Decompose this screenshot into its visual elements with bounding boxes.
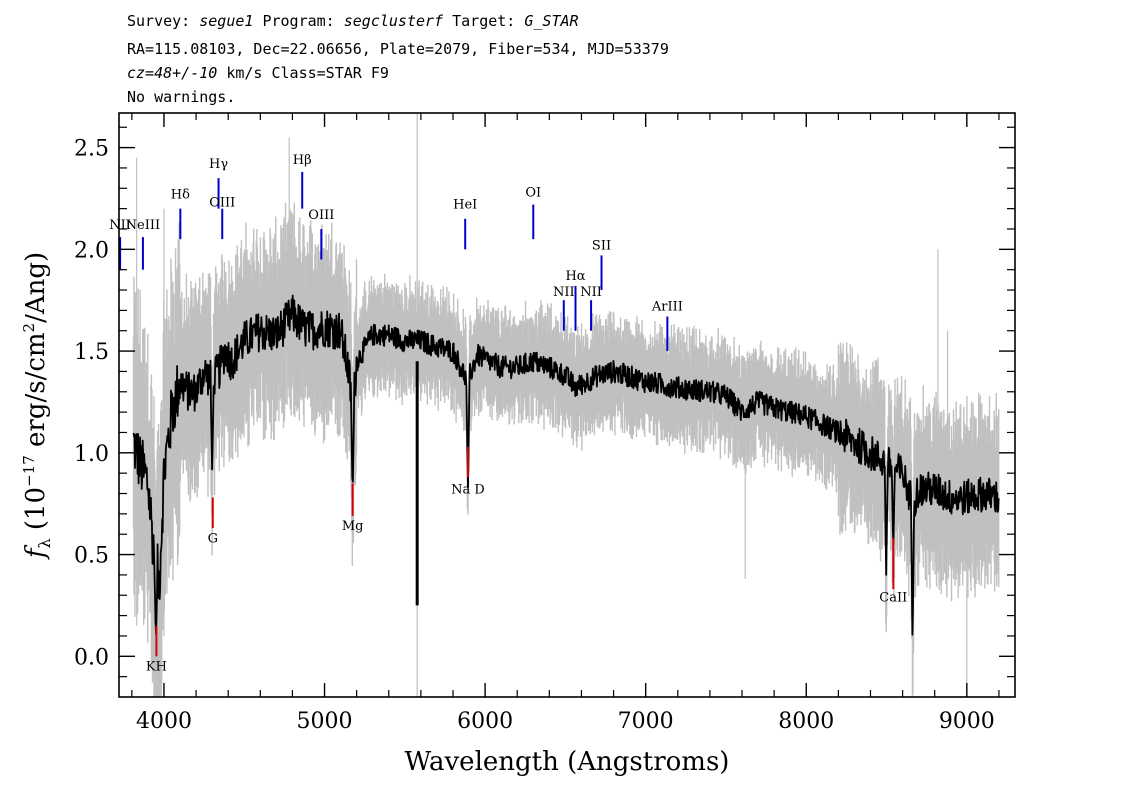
y-tick-label: 0.0 xyxy=(74,645,109,670)
line-label-16: Mg xyxy=(342,519,364,534)
line-label-13: ArIII xyxy=(651,299,683,314)
plot-frame-layer xyxy=(118,112,1016,698)
x-tick-label: 8000 xyxy=(778,709,834,734)
line-label-14: KH xyxy=(146,660,167,675)
line-label-11: NII xyxy=(553,285,575,300)
spectrum-layer xyxy=(132,294,1000,636)
y-tick-label: 0.5 xyxy=(74,544,109,569)
line-label-7: HeI xyxy=(453,198,477,213)
y-tick-label: 2.5 xyxy=(74,137,109,162)
line-label-6: OIII xyxy=(308,208,334,223)
line-label-10: Hα xyxy=(565,269,585,284)
y-tick-label: 1.5 xyxy=(74,340,109,365)
x-tick-label: 7000 xyxy=(618,709,674,734)
program-label: Program: xyxy=(253,12,344,30)
y-tick-label: 1.0 xyxy=(74,442,109,467)
program-value: segclusterf xyxy=(343,12,444,30)
line-label-2: Hδ xyxy=(171,187,190,202)
line-label-1: NeIII xyxy=(126,218,160,233)
header-line-4: No warnings. xyxy=(127,88,236,106)
line-label-18: CaII xyxy=(879,590,907,605)
x-axis-title: Wavelength (Angstroms) xyxy=(405,747,730,777)
class-text: km/s Class=STAR F9 xyxy=(217,64,389,82)
line-label-12: NII xyxy=(580,285,602,300)
plot-frame xyxy=(118,112,1016,698)
spectrum-line xyxy=(132,294,1000,636)
header-line-1: Survey: segue1 Program: segclusterf Targ… xyxy=(127,12,579,30)
target-label: Target: xyxy=(443,12,525,30)
header-line-3: cz=48+/-10 km/s Class=STAR F9 xyxy=(127,64,389,82)
line-label-15: G xyxy=(208,531,218,546)
x-tick-label: 9000 xyxy=(939,709,995,734)
survey-value: segue1 xyxy=(199,12,254,30)
y-axis-title: fλ (10−17 erg/s/cm2/Ang) xyxy=(20,252,54,560)
ticks-layer: 4000 5000 6000 7000 8000 9000 0.0 0.5 1.0 1.5 2.0 2… xyxy=(74,113,1015,734)
x-tick-label: 5000 xyxy=(297,709,353,734)
redshift-value: cz=48+/-10 xyxy=(127,64,218,82)
x-tick-label: 6000 xyxy=(457,709,513,734)
noise-layer xyxy=(132,113,1000,697)
line-label-8: OI xyxy=(525,185,541,200)
line-label-5: Hβ xyxy=(293,153,312,168)
target-value: G_STAR xyxy=(524,12,579,30)
line-label-3: Hγ xyxy=(209,157,228,172)
header-line-2: RA=115.08103, Dec=22.06656, Plate=2079, … xyxy=(127,40,669,58)
line-label-4: OIII xyxy=(209,196,235,211)
y-tick-label: 2.0 xyxy=(74,238,109,263)
line-label-9: SII xyxy=(592,238,611,253)
survey-label: Survey: xyxy=(127,12,200,30)
line-label-17: Na D xyxy=(451,483,485,498)
x-tick-label: 4000 xyxy=(136,709,192,734)
